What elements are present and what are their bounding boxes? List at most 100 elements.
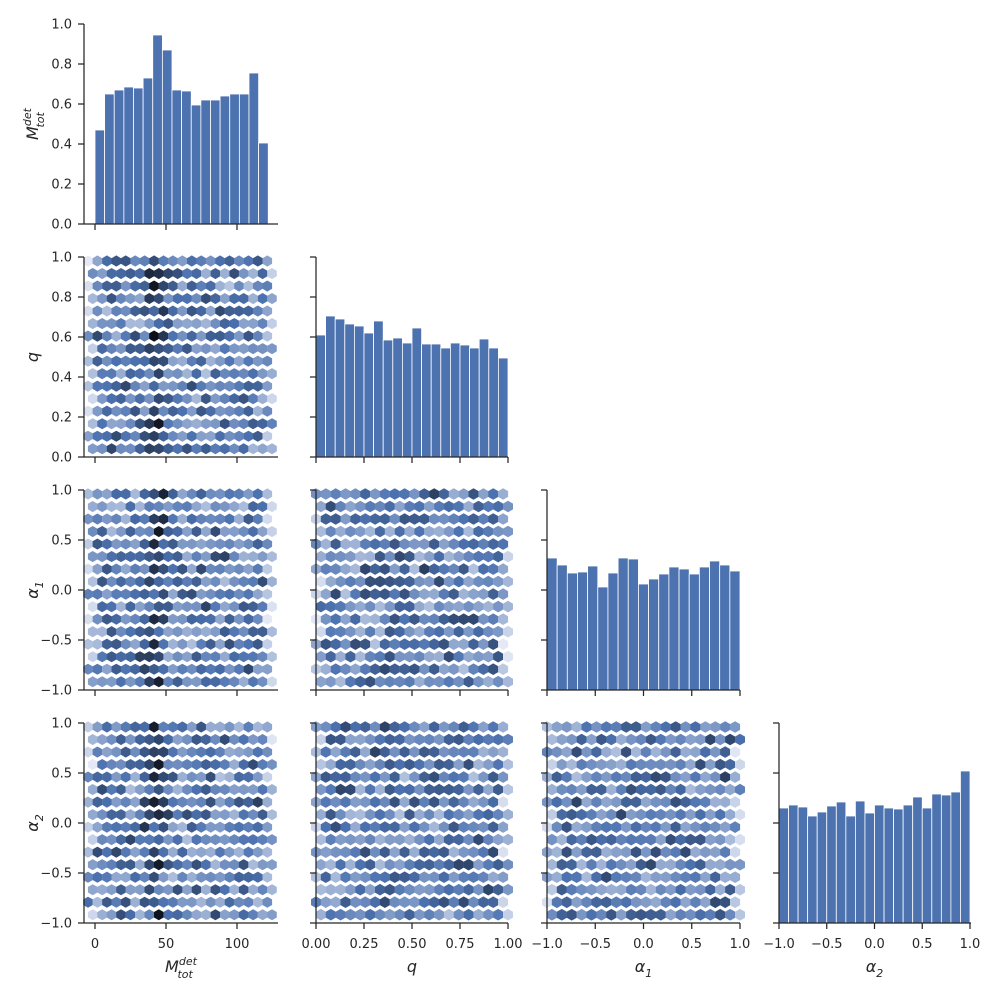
hexbin-cell <box>120 430 131 442</box>
hexbin-cell <box>97 626 107 638</box>
hexbin-cell <box>685 858 696 871</box>
hexbin-cell <box>439 588 449 600</box>
hexbin-cell <box>163 909 173 921</box>
histogram-bar <box>788 804 799 924</box>
hexbin-cell <box>434 600 445 613</box>
hexbin-cell <box>561 871 572 883</box>
hexbin-cell <box>210 443 221 455</box>
hexbin-cell <box>320 638 331 650</box>
hexbin-cell <box>106 809 117 821</box>
hexbin-cell <box>196 563 206 575</box>
hexbin-cell <box>177 896 188 908</box>
hexbin-cell <box>434 733 445 746</box>
hexbin-cell <box>116 651 126 663</box>
hexbin-cell <box>83 380 93 392</box>
hexbin-cell <box>177 330 188 342</box>
hexbin-cell <box>248 576 258 588</box>
hexbin-cell <box>149 488 159 500</box>
hexbin-cell <box>690 871 701 883</box>
hexbin-cell <box>409 821 420 833</box>
y-axis-label-a2: α2 <box>23 814 46 832</box>
hexbin-cell <box>205 405 216 417</box>
hexbin-cell <box>201 601 211 613</box>
hexbin-cell <box>370 488 381 500</box>
hexbin-cell <box>586 808 597 821</box>
hexbin-cell <box>97 343 107 355</box>
hexbin-cell <box>238 343 249 355</box>
hexbin-cell <box>149 846 159 858</box>
hexbin-cell <box>581 821 592 833</box>
hexbin-cell <box>365 733 376 746</box>
hexbin-cell <box>257 551 268 563</box>
hexbin-cell <box>650 821 661 833</box>
hexbin-cell <box>375 600 385 613</box>
hexbin-cell <box>434 808 445 821</box>
hexbin-cell <box>135 601 145 613</box>
hexbin-cell <box>429 538 440 550</box>
hexbin-cell <box>154 759 164 771</box>
hexbin-cell <box>360 663 371 675</box>
hexbin-cell <box>116 676 126 688</box>
hexbin-cell <box>419 846 430 858</box>
hexbin-cell <box>243 588 254 600</box>
hexbin-cell <box>158 613 169 625</box>
hexbin-cell <box>125 526 136 538</box>
hexbin-cell <box>414 908 425 921</box>
hexbin-cell <box>158 255 169 267</box>
hexbin-cell <box>158 896 169 908</box>
hexbin-cell <box>443 600 454 613</box>
hexbin-cell <box>715 758 726 771</box>
hexbin-cell <box>144 501 155 513</box>
hexbin-cell <box>234 430 244 442</box>
hexbin-cell <box>257 501 268 513</box>
hexbin-cell <box>345 883 356 896</box>
hexbin-cell <box>215 638 225 650</box>
hexbin-cell <box>478 638 489 650</box>
hexbin-cell <box>267 318 277 330</box>
hexbin-cell <box>172 909 183 921</box>
hexbin-cell <box>187 663 197 675</box>
hexbin-cell <box>551 846 562 858</box>
hexbin-cell <box>715 858 726 871</box>
hexbin-cell <box>735 883 745 896</box>
hexbin-cell <box>187 405 197 417</box>
hexbin-cell <box>253 613 263 625</box>
hexbin-cell <box>158 563 169 575</box>
hexbin-cell <box>473 675 484 688</box>
hexbin-cell <box>566 783 577 796</box>
hexbin-cell <box>87 418 98 430</box>
hexbin-cell <box>685 783 696 796</box>
hexbin-cell <box>473 733 484 746</box>
hexbin-cell <box>434 883 445 896</box>
hexbin-cell <box>257 784 268 796</box>
hexbin-cell <box>262 330 273 342</box>
hexbin-cell <box>224 563 235 575</box>
hexbin-cell <box>154 343 164 355</box>
hexbin-cell <box>715 883 726 896</box>
hexbin-cell <box>434 858 445 871</box>
hexbin-cell <box>665 808 676 821</box>
hexbin-cell <box>139 613 150 625</box>
hexbin-cell <box>172 576 183 588</box>
hexbin-cell <box>130 721 140 733</box>
hexbin-cell <box>111 355 122 367</box>
hexbin-cell <box>350 513 361 525</box>
hexbin-cell <box>92 638 103 650</box>
hexbin-cell <box>154 734 164 746</box>
hexbin-cell <box>409 896 420 908</box>
hexbin-cell <box>355 783 366 796</box>
hexbin-cell <box>601 821 612 833</box>
x-axis-label-a2: α2 <box>866 957 884 980</box>
hexbin-cell <box>205 430 216 442</box>
hexbin-cell <box>389 771 400 783</box>
hexbin-cell <box>365 550 376 563</box>
hexbin-cell <box>330 896 341 908</box>
hexbin-cell <box>149 638 159 650</box>
hexbin-cell <box>243 771 254 783</box>
hexbin-cell <box>191 759 202 771</box>
hexbin-cell <box>665 733 676 746</box>
hexbin-cell <box>345 650 356 663</box>
hexbin-cell <box>546 883 557 896</box>
hexbin-cell <box>730 871 741 883</box>
hexbin-cell <box>262 430 273 442</box>
